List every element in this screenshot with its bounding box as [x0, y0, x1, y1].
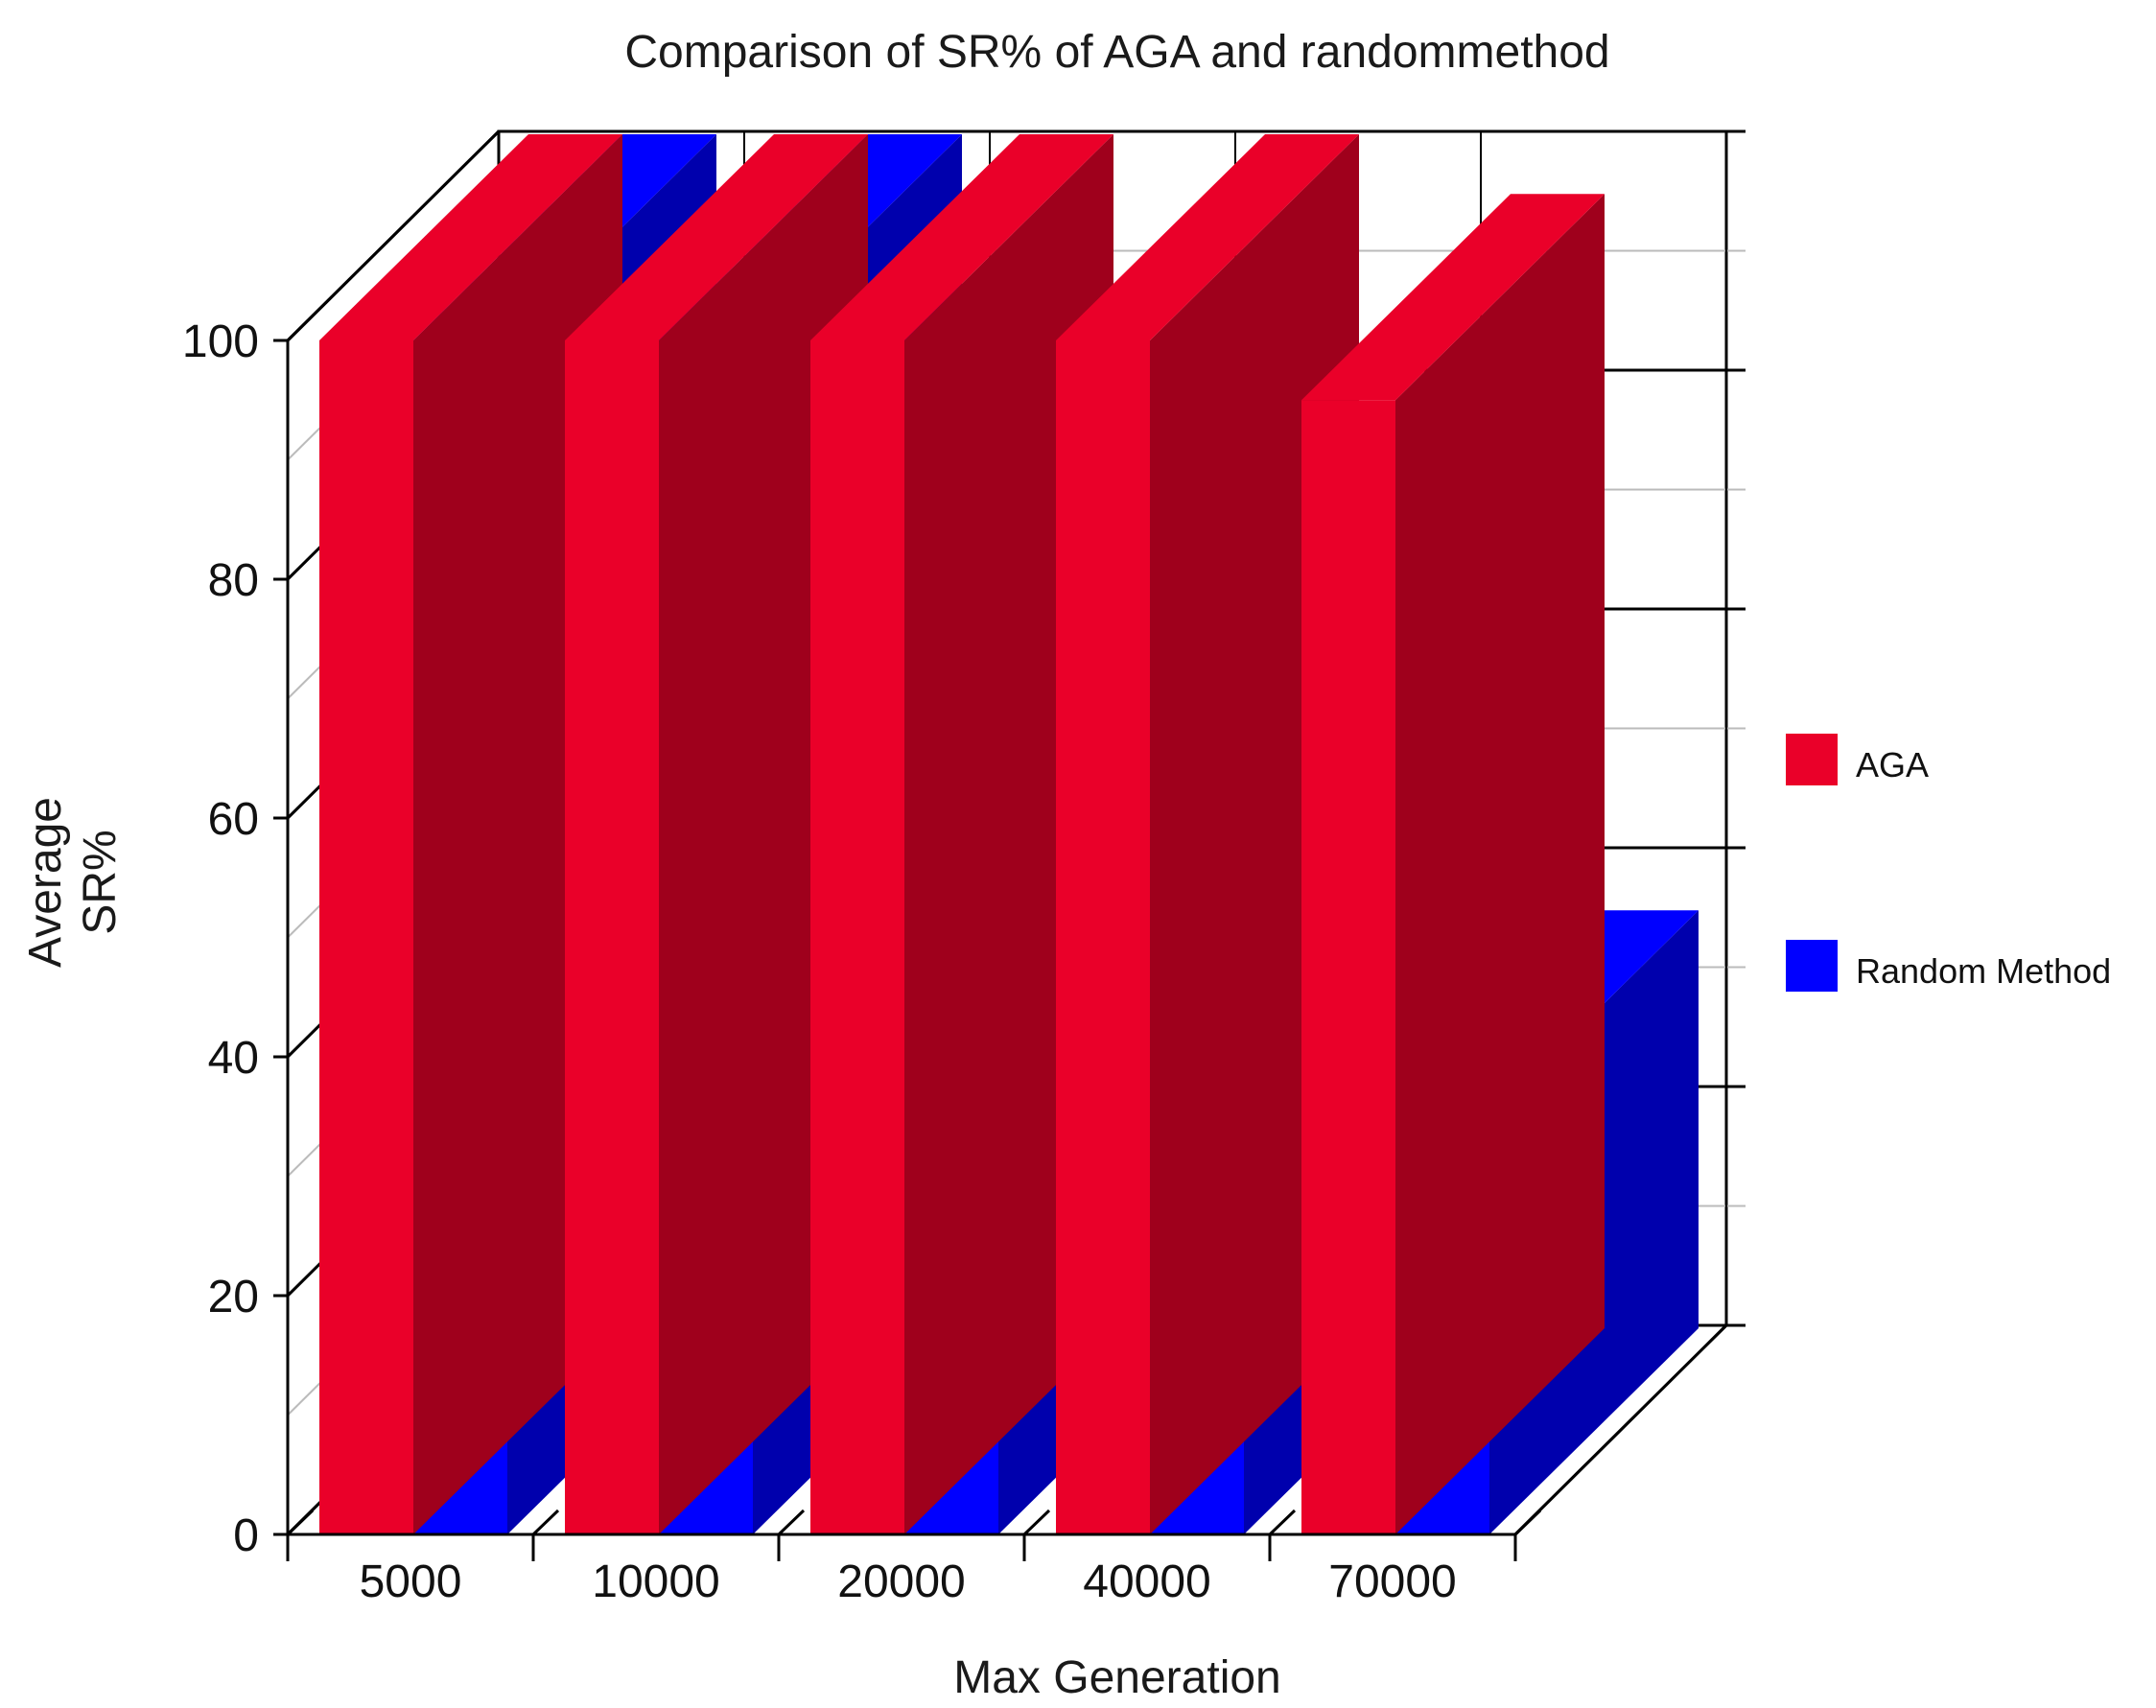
y-tick-label: 60 [208, 794, 259, 845]
bar-top [319, 134, 622, 340]
legend: AGA Random Method [1786, 734, 2111, 992]
x-tick-label: 10000 [592, 1556, 719, 1607]
x-tick-depth [1022, 1509, 1051, 1536]
y-axis-label-line1: Average [20, 797, 71, 968]
y-tick-label: 100 [182, 316, 259, 367]
x-tick-label: 20000 [837, 1556, 965, 1607]
bar-top [1301, 194, 1605, 401]
bar-top [1056, 134, 1359, 340]
x-axis-label: Max Generation [953, 1652, 1281, 1703]
y-tick-label: 80 [208, 555, 259, 606]
x-tick-depth [286, 1509, 315, 1536]
bar [565, 340, 659, 1534]
legend-swatch [1786, 734, 1838, 785]
y-tick-label: 20 [208, 1272, 259, 1322]
x-tick-label: 40000 [1083, 1556, 1210, 1607]
x-tick-depth [1268, 1509, 1297, 1536]
top-left-edge [286, 129, 501, 342]
bar [1056, 340, 1150, 1534]
chart-axes: 0 20 40 60 80 100 5000 10000 20000 40000 70000 [182, 129, 1728, 1607]
y-tick-label: 0 [233, 1510, 259, 1561]
bar-top [565, 134, 868, 340]
x-tick-depth [531, 1509, 560, 1536]
x-tick-depth [1513, 1509, 1542, 1536]
legend-label: AGA [1856, 745, 1929, 784]
floor-right-edge [1513, 1323, 1728, 1536]
chart-bars [319, 134, 1699, 1534]
bar [1301, 400, 1395, 1534]
chart-title: Comparison of SR% of AGA and randommetho… [624, 27, 1609, 78]
x-tick-depth [777, 1509, 806, 1536]
y-tick-label: 40 [208, 1033, 259, 1084]
y-axis-label-line2: SR% [75, 830, 126, 934]
bar-side [1395, 194, 1605, 1534]
bar-top [810, 134, 1113, 340]
legend-label: Random Method [1856, 951, 2111, 991]
bar [810, 340, 904, 1534]
bar [319, 340, 413, 1534]
x-tick-label: 70000 [1328, 1556, 1456, 1607]
x-tick-label: 5000 [360, 1556, 462, 1607]
legend-swatch [1786, 940, 1838, 992]
